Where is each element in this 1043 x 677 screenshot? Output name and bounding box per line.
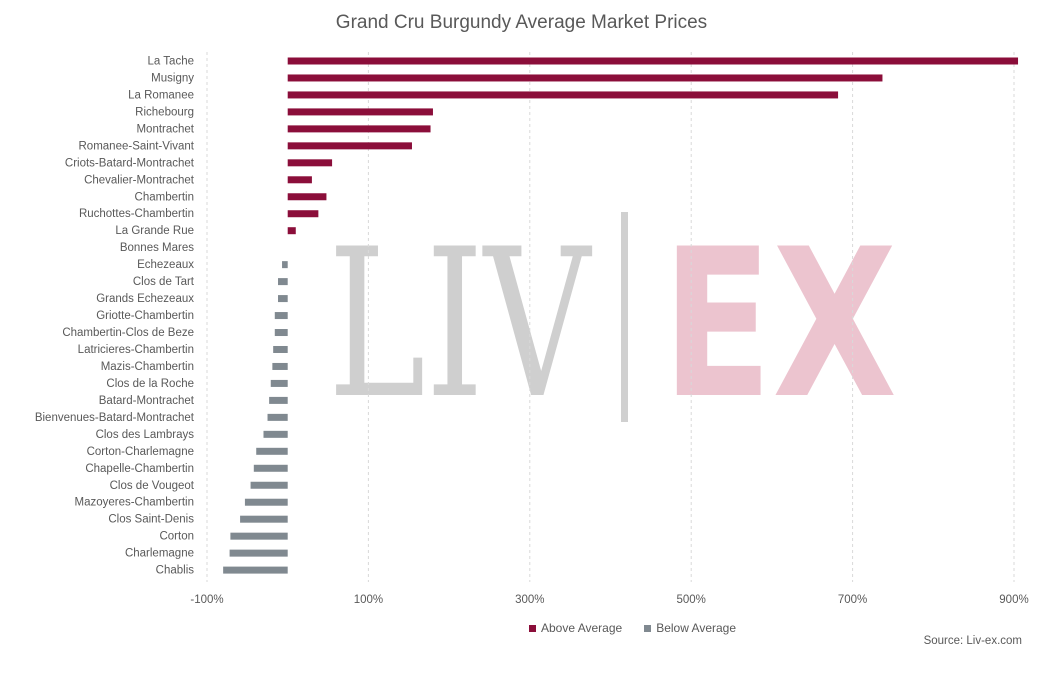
bar xyxy=(274,329,288,337)
legend-label-above: Above Average xyxy=(541,621,623,635)
bar xyxy=(273,345,288,353)
y-tick-label: Criots-Batard-Montrachet xyxy=(65,157,195,169)
bar xyxy=(287,91,839,99)
bar xyxy=(267,413,288,421)
svg-text:EX: EX xyxy=(662,206,897,444)
y-tick-label: Clos de Tart xyxy=(133,276,195,288)
y-tick-label: Chablis xyxy=(156,565,195,577)
y-tick-label: Musigny xyxy=(151,72,194,84)
bar xyxy=(274,312,288,320)
y-tick-label: Romanee-Saint-Vivant xyxy=(79,140,195,152)
y-tick-label: Bienvenues-Batard-Montrachet xyxy=(35,412,195,424)
liv-ex-watermark: LIV EX xyxy=(328,206,897,444)
x-tick-label: -100% xyxy=(190,594,223,606)
bar xyxy=(287,125,431,133)
x-axis-labels: -100% 100% 300% 500% 700% 900% xyxy=(190,594,1028,606)
bar xyxy=(250,481,288,489)
y-tick-label: Clos de la Roche xyxy=(106,378,194,390)
bar xyxy=(287,57,1019,65)
y-tick-label: La Tache xyxy=(148,56,194,68)
y-tick-label: Corton xyxy=(159,531,194,543)
y-tick-label: Chevalier-Montrachet xyxy=(84,174,195,186)
bar xyxy=(270,379,288,387)
bar xyxy=(272,362,288,370)
legend-item-below: Below Average xyxy=(644,621,736,635)
y-tick-label: Ruchottes-Chambertin xyxy=(79,208,194,220)
bar xyxy=(230,532,288,540)
y-tick-label: Bonnes Mares xyxy=(120,242,194,254)
bar xyxy=(240,515,288,523)
y-tick-label: Clos de Vougeot xyxy=(110,480,195,492)
bar xyxy=(287,210,319,218)
source-note: Source: Liv-ex.com xyxy=(923,635,1022,647)
y-tick-label: Mazis-Chambertin xyxy=(101,361,194,373)
bar xyxy=(287,159,333,167)
bar xyxy=(229,549,288,557)
y-axis-labels: La Tache Musigny La Romanee Richebourg Montr… xyxy=(35,56,195,577)
bar xyxy=(282,261,288,269)
bar xyxy=(278,278,288,286)
y-tick-label: Echezeaux xyxy=(137,259,194,271)
y-tick-label: Richebourg xyxy=(135,106,194,118)
bar xyxy=(287,193,327,201)
legend-label-below: Below Average xyxy=(656,621,737,635)
bars xyxy=(223,57,1019,574)
y-tick-label: Clos Saint-Denis xyxy=(108,514,194,526)
bar xyxy=(244,498,288,506)
bar xyxy=(256,447,288,455)
gridlines xyxy=(206,52,1015,582)
y-tick-label: La Grande Rue xyxy=(115,225,194,237)
legend-swatch-above xyxy=(529,624,536,632)
y-tick-label: Grands Echezeaux xyxy=(96,293,194,305)
y-tick-label: Mazoyeres-Chambertin xyxy=(74,497,194,509)
x-tick-label: 700% xyxy=(838,594,867,606)
y-tick-label: Chapelle-Chambertin xyxy=(85,463,194,475)
y-tick-label: Chambertin-Clos de Beze xyxy=(62,327,194,339)
chart-title: Grand Cru Burgundy Average Market Prices xyxy=(335,12,708,33)
x-tick-label: 500% xyxy=(676,594,705,606)
y-tick-label: La Romanee xyxy=(128,89,194,101)
y-tick-label: Griotte-Chambertin xyxy=(96,310,194,322)
x-tick-label: 900% xyxy=(999,594,1028,606)
x-tick-label: 300% xyxy=(515,594,544,606)
legend: Above Average Below Average xyxy=(529,621,736,635)
bar xyxy=(287,142,412,150)
bar xyxy=(263,430,288,438)
y-tick-label: Batard-Montrachet xyxy=(99,395,195,407)
svg-text:LIV: LIV xyxy=(328,206,593,444)
y-tick-label: Chambertin xyxy=(135,191,194,203)
x-tick-label: 100% xyxy=(354,594,383,606)
bar xyxy=(287,176,312,184)
bar xyxy=(253,464,288,472)
y-tick-label: Clos des Lambrays xyxy=(96,429,195,441)
legend-item-above: Above Average xyxy=(529,621,622,635)
y-tick-label: Montrachet xyxy=(136,123,194,135)
bar xyxy=(278,295,288,303)
bar xyxy=(223,566,288,574)
bar xyxy=(287,227,296,235)
bar xyxy=(269,396,288,404)
bar xyxy=(287,74,883,82)
y-tick-label: Corton-Charlemagne xyxy=(87,446,194,458)
y-tick-label: Latricieres-Chambertin xyxy=(78,344,194,356)
bar xyxy=(287,108,433,116)
legend-swatch-below xyxy=(644,624,652,632)
y-tick-label: Charlemagne xyxy=(125,548,194,560)
